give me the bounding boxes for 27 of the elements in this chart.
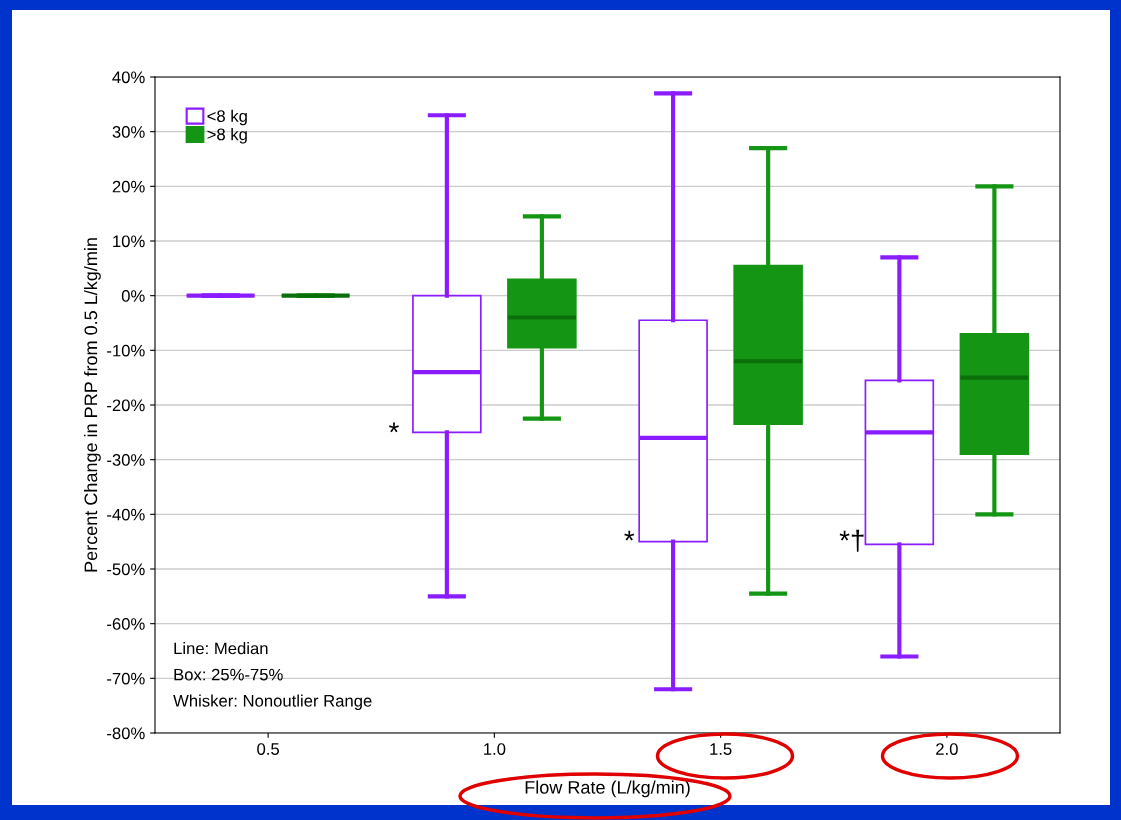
annotation: Line: Median — [174, 642, 268, 655]
y-tick-label: -50% — [107, 563, 145, 576]
x-tick-label: 2.0 — [936, 743, 958, 755]
legend-label: >8 kg — [207, 128, 247, 144]
x-tick-label: 1.5 — [710, 743, 732, 755]
legend-label: <8 kg — [207, 109, 247, 126]
annotation: Box: 25%-75% — [174, 668, 283, 681]
y-tick-label: -30% — [107, 454, 145, 466]
y-tick-label: 40% — [112, 71, 145, 84]
annotation: *† — [839, 529, 864, 552]
y-tick-label: 20% — [112, 180, 145, 193]
x-tick-label: 1.0 — [484, 743, 506, 755]
y-axis-title: Percent Change in PRP from 0.5 L/kg/min — [83, 238, 101, 572]
y-tick-label: -40% — [107, 508, 145, 521]
annotation: Whisker: Nonoutlier Range — [173, 694, 372, 711]
y-tick-label: 10% — [113, 235, 145, 248]
y-tick-label: -70% — [107, 672, 145, 685]
y-tick-label: 30% — [112, 126, 145, 138]
y-tick-label: 0% — [121, 290, 145, 302]
x-axis-title: Flow Rate (L/kg/min) — [525, 780, 690, 798]
y-tick-label: -20% — [107, 399, 145, 412]
annotation: * — [624, 530, 635, 541]
annotation: * — [388, 422, 399, 433]
y-tick-label: -60% — [107, 618, 145, 630]
y-tick-label: -80% — [107, 727, 145, 740]
y-tick-label: -10% — [107, 344, 145, 357]
x-tick-label: 0.5 — [257, 743, 280, 755]
